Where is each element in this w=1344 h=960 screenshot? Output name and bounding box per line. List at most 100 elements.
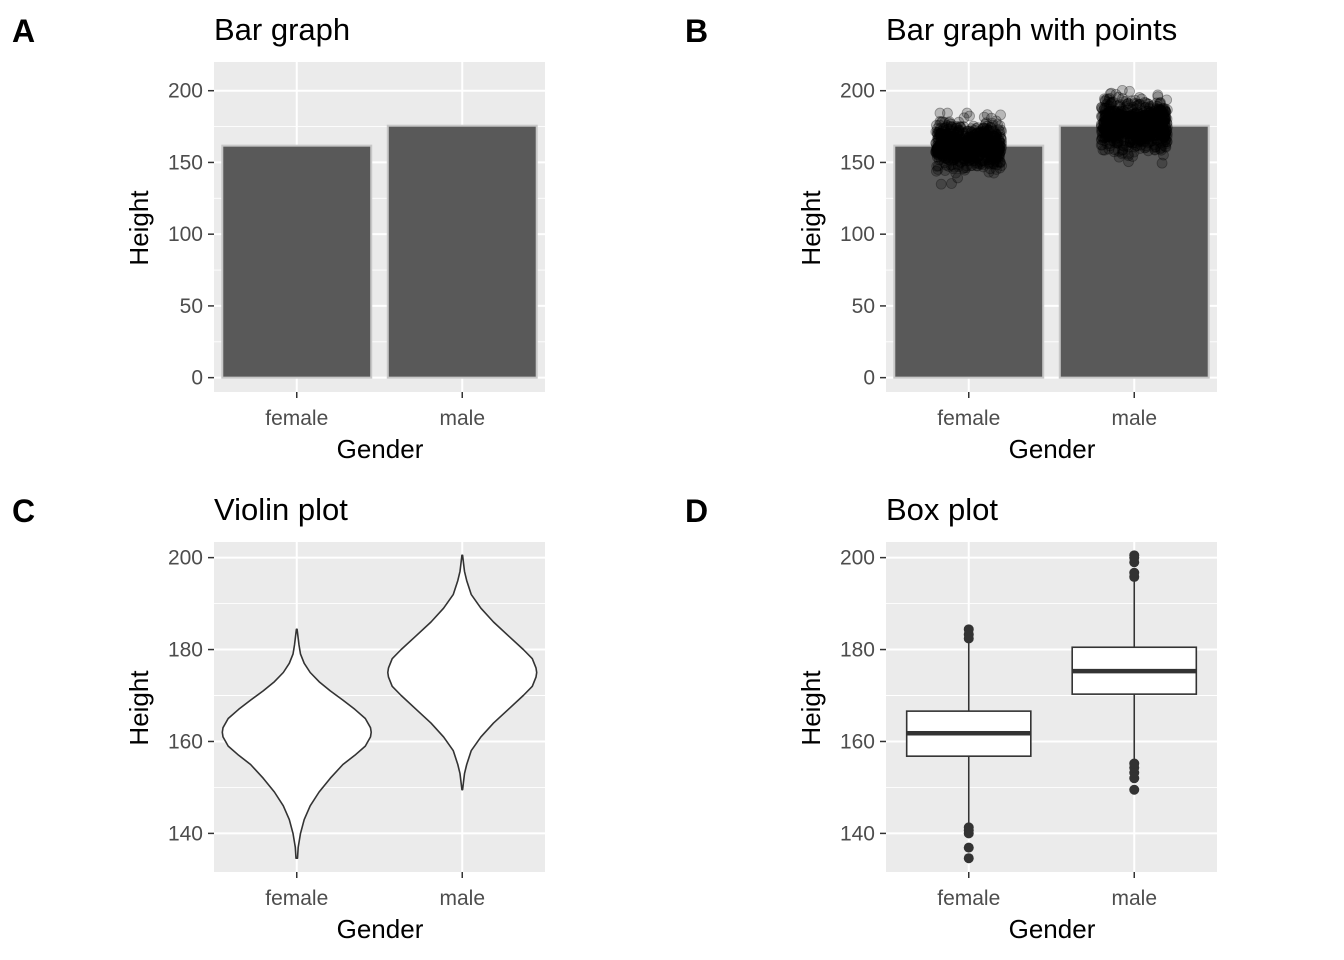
panel-b-point bbox=[959, 140, 971, 152]
panel-b-point bbox=[1154, 105, 1166, 117]
panel-b-point bbox=[1106, 125, 1118, 137]
panel-b-point bbox=[977, 142, 989, 153]
panel-b-point bbox=[1119, 122, 1131, 134]
panel-b-point bbox=[960, 128, 972, 139]
panel-b-point bbox=[953, 148, 965, 160]
panel-b-point bbox=[952, 138, 964, 150]
panel-b-point bbox=[958, 149, 969, 161]
panel-d-x-tick-label-female: female bbox=[937, 887, 1000, 910]
panel-b-point bbox=[1110, 122, 1122, 133]
panel-b-point bbox=[962, 131, 974, 143]
panel-d-outlier-point bbox=[1129, 784, 1140, 795]
panel-b-point bbox=[1145, 108, 1157, 120]
panel-b-point bbox=[1153, 103, 1165, 115]
panel-b-point bbox=[974, 145, 986, 157]
panel-b-point bbox=[1106, 130, 1118, 141]
panel-b-point bbox=[1156, 157, 1168, 169]
panel-b-point bbox=[1140, 133, 1152, 145]
panel-b-point bbox=[1161, 113, 1173, 125]
panel-b-point bbox=[989, 132, 1001, 144]
panel-b-point bbox=[1147, 108, 1159, 119]
panel-b-point bbox=[981, 140, 993, 152]
panel-b-point bbox=[937, 129, 949, 141]
panel-b-point bbox=[980, 136, 992, 148]
panel-b-point bbox=[978, 135, 990, 147]
panel-b-point bbox=[1158, 128, 1170, 140]
panel-b-point bbox=[955, 142, 967, 154]
panel-b-point bbox=[1128, 111, 1139, 123]
panel-b-point bbox=[1134, 116, 1146, 127]
panel-b-point bbox=[1150, 114, 1162, 125]
panel-b-point bbox=[932, 132, 944, 144]
panel-b-point bbox=[1141, 123, 1153, 135]
panel-b-point bbox=[1099, 123, 1111, 134]
panel-b-point bbox=[1134, 110, 1146, 122]
panel-b-point bbox=[993, 144, 1005, 156]
panel-b-point bbox=[935, 178, 947, 190]
panel-b-point bbox=[1147, 126, 1159, 138]
panel-b-point bbox=[1118, 105, 1130, 117]
panel-b-point bbox=[1158, 131, 1169, 143]
panel-b-point bbox=[1155, 130, 1167, 142]
panel-b-point bbox=[1143, 130, 1155, 142]
panel-b-point bbox=[963, 144, 975, 156]
panel-b-point bbox=[1130, 120, 1141, 132]
panel-b-point bbox=[940, 141, 952, 153]
panel-b-point bbox=[990, 128, 1002, 140]
panel-b-point bbox=[1113, 109, 1125, 121]
panel-b-point bbox=[968, 146, 980, 158]
panel-b-point bbox=[1098, 104, 1109, 116]
panel-b-point bbox=[978, 136, 990, 148]
panel-b-point bbox=[979, 140, 991, 152]
panel-b-point bbox=[1160, 141, 1171, 152]
panel-b-point bbox=[1152, 122, 1163, 134]
panel-b-point bbox=[1098, 116, 1110, 128]
panel-b-point bbox=[1113, 106, 1125, 118]
panel-b-point bbox=[955, 149, 967, 161]
panel-b-point bbox=[1099, 102, 1111, 114]
panel-c-y-axis-title: Height bbox=[124, 670, 154, 746]
panel-b-point bbox=[950, 131, 962, 143]
panel-b-point bbox=[972, 143, 983, 155]
panel-b-point bbox=[1160, 106, 1172, 118]
panel-b-point bbox=[1117, 110, 1129, 121]
panel-b-point bbox=[1099, 94, 1111, 106]
panel-b-point bbox=[1159, 124, 1171, 135]
panel-b-point bbox=[981, 139, 993, 151]
panel-b-point bbox=[1134, 143, 1146, 154]
panel-b-point bbox=[1128, 123, 1140, 135]
panel-b-point bbox=[1127, 110, 1139, 122]
panel-b-point bbox=[986, 153, 998, 165]
panel-b-point bbox=[1116, 126, 1128, 138]
panel-b-point bbox=[979, 128, 991, 140]
panel-b-point bbox=[1151, 110, 1162, 122]
panel-b-point bbox=[948, 154, 960, 165]
panel-b-point bbox=[993, 148, 1005, 160]
panel-b-point bbox=[994, 128, 1006, 140]
panel-b-point bbox=[933, 145, 945, 156]
panel-b-point bbox=[1159, 106, 1171, 118]
panel-b-point bbox=[987, 117, 998, 129]
panel-b-point bbox=[1161, 136, 1173, 148]
panel-b-point bbox=[1119, 124, 1131, 135]
panel-b-point bbox=[967, 143, 979, 155]
panel-b-point bbox=[940, 121, 952, 133]
panel-b-point bbox=[1143, 119, 1155, 131]
panel-b-point bbox=[937, 151, 949, 163]
panel-b-point bbox=[1113, 127, 1125, 138]
panel-b-point bbox=[988, 167, 1000, 179]
panel-b-point bbox=[1155, 104, 1167, 116]
panel-c-x-tick-label-female: female bbox=[265, 887, 328, 910]
panel-d-outlier-point bbox=[963, 822, 974, 833]
panel-b-point bbox=[1130, 112, 1141, 124]
panel-b-point bbox=[1101, 93, 1113, 105]
panel-b-point bbox=[1112, 135, 1124, 147]
panel-b-point bbox=[1156, 107, 1168, 119]
panel-b-point bbox=[984, 138, 996, 149]
panel-b-point bbox=[1159, 103, 1171, 114]
panel-b-point bbox=[943, 141, 955, 153]
panel-b-point bbox=[934, 140, 946, 152]
panel-b-point bbox=[951, 127, 963, 139]
panel-b-point bbox=[1129, 122, 1141, 134]
panel-b-point bbox=[1123, 113, 1135, 124]
